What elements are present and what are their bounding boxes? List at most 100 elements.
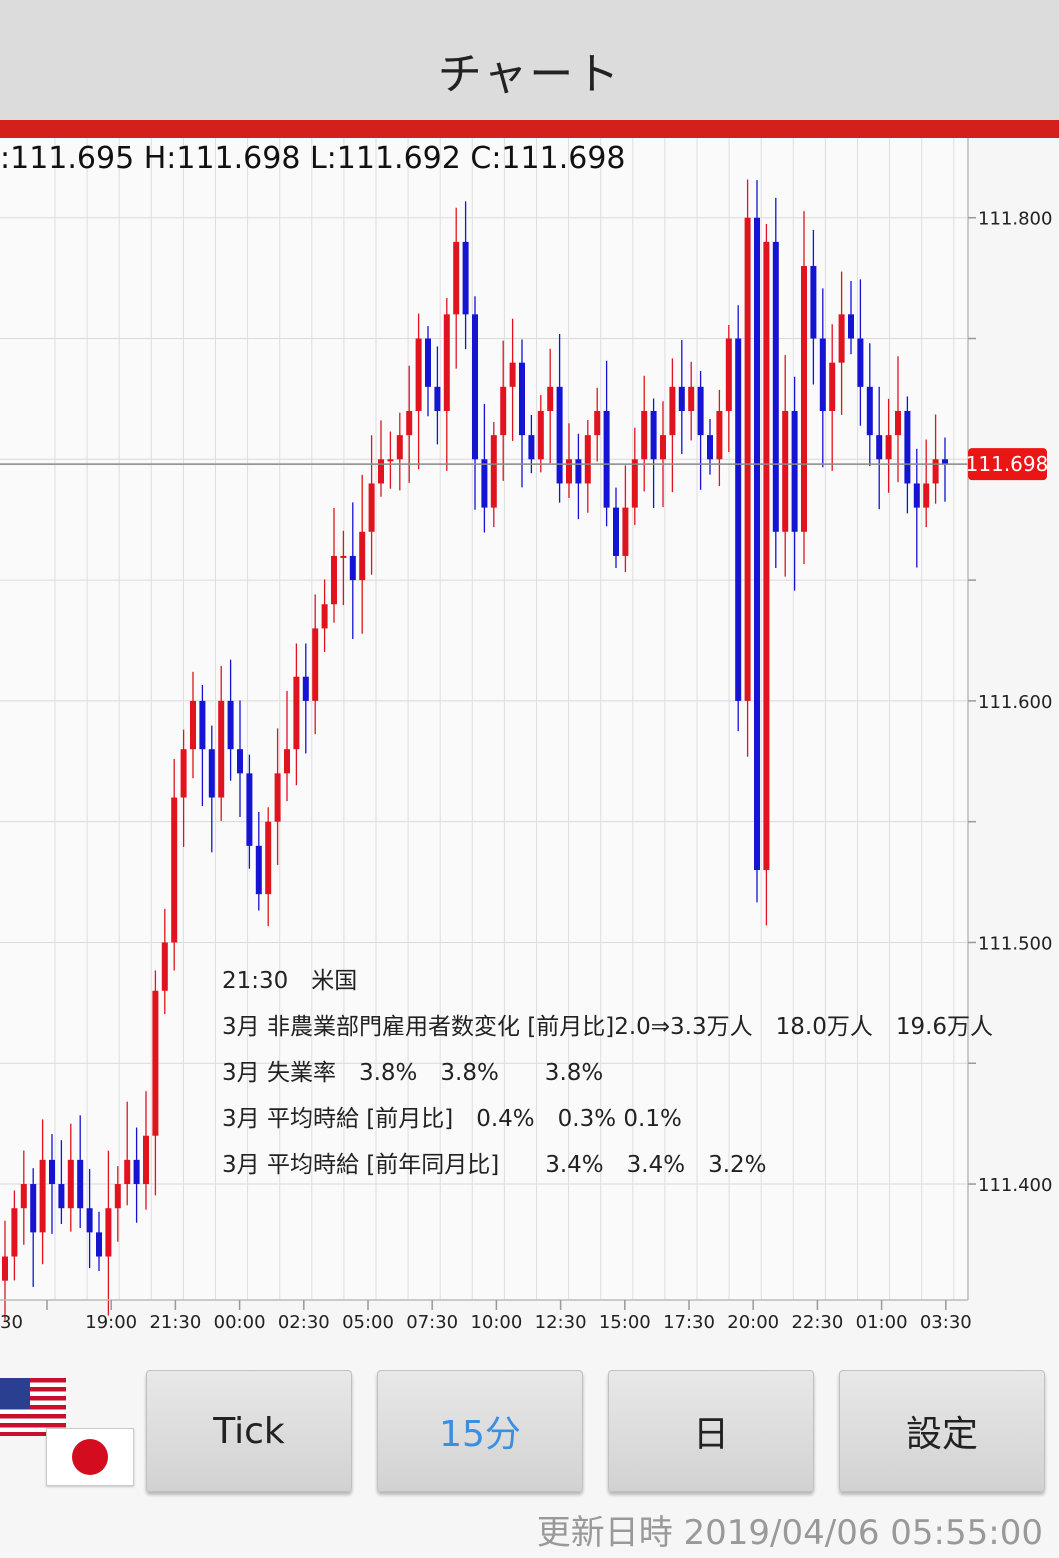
candle-body [641,410,648,460]
price-chart[interactable]: 111.800 111.600 111.500 111.400 30 19:00 21:3… [0,138,1059,1350]
candle-body [171,797,178,943]
ohlc-readout: :111.695 H:111.698 L:111.692 C:111.698 [0,141,626,176]
candle-body [519,362,525,436]
candle-body [866,386,873,436]
candle-body [20,1184,27,1209]
candle-body [500,386,507,436]
candle-body [11,1208,18,1257]
candle-body [114,1184,121,1209]
us-flag-icon [0,1378,66,1436]
candle-body [133,1159,140,1185]
candle-body [622,507,629,556]
candle-body [2,1256,8,1281]
candle-body [67,1159,74,1209]
candle-body [124,1159,131,1185]
candle-body [443,314,450,411]
candle-body [584,435,591,484]
candle-body [255,845,262,895]
candle-body [537,410,544,460]
page-title: チャート [437,49,622,100]
candle-body [359,531,366,581]
candle-body [688,386,695,411]
candle-body [462,241,469,315]
current-price-badge: 111.698 [966,448,1049,481]
candle-body [425,338,431,387]
candle-body [30,1184,37,1233]
candle-body [406,410,413,436]
candle-body [472,314,478,460]
candle-body [782,410,789,532]
candle-body [58,1184,65,1209]
candle-body [481,459,488,508]
x-tick-label: 21:30 [149,1312,201,1333]
candle-body [96,1232,102,1257]
candle-body [791,410,798,532]
x-tick-label: 19:00 [85,1312,137,1333]
candle-body [39,1159,46,1233]
candle-body [208,749,215,798]
candle-body [697,386,704,436]
candle-body [923,483,930,508]
candle-body [660,435,666,460]
candle-body [190,700,196,750]
candle-body [819,338,826,411]
candle-body [105,1208,112,1257]
candle-body [77,1159,84,1209]
candle-body [575,459,582,484]
candle-body [669,386,676,436]
x-tick-label: 03:30 [920,1312,972,1333]
y-tick-label: 111.400 [978,1175,1052,1196]
daily-button[interactable]: 日 [608,1370,814,1492]
y-tick-label: 111.800 [978,209,1052,230]
settings-button[interactable]: 設定 [839,1370,1045,1492]
event-line: 3月 失業率 3.8% 3.8% 3.8% [222,1060,603,1086]
current-price-label: 111.698 [966,452,1049,476]
candle-body [913,483,920,508]
x-tick-label: 30 [0,1312,23,1333]
y-axis-ticks: 111.800 111.600 111.500 111.400 [968,209,1052,1196]
candle-body [763,241,770,870]
interval-15min-button[interactable]: 15分 [377,1370,583,1492]
updated-timestamp: 更新日時 2019/04/06 05:55:00 [536,1513,1043,1553]
x-tick-label: 00:00 [214,1312,266,1333]
candle-body [547,386,554,411]
candle-body [678,386,685,411]
x-tick-label: 02:30 [278,1312,330,1333]
candle-body [848,314,854,339]
candle-body [237,749,243,774]
candle-body [707,435,713,460]
bottom-toolbar: Tick 15分 日 設定 [0,1350,1059,1510]
candle-body [227,700,234,750]
candle-body [772,241,779,532]
candle-body [161,942,168,991]
candle-body [321,604,328,629]
candle-body [274,773,281,822]
candle-body [312,628,319,701]
candle-body [895,410,901,436]
candle-body [735,338,742,701]
candle-body [368,483,375,532]
x-tick-label: 17:30 [663,1312,715,1333]
candle-body [754,217,760,870]
candle-body [885,435,892,460]
x-tick-label: 12:30 [535,1312,587,1333]
candle-body [340,555,347,558]
candle-body [152,990,159,1136]
x-tick-label: 22:30 [791,1312,843,1333]
candle-body [725,338,732,411]
candle-body [490,435,497,508]
candle-body [650,410,657,460]
candle-body [876,435,883,460]
x-tick-label: 01:00 [856,1312,908,1333]
candle-body [716,410,723,460]
candle-body [396,435,403,460]
candle-body [49,1159,55,1185]
candle-body [744,217,751,701]
tick-button[interactable]: Tick [146,1370,352,1492]
candlestick-series [2,179,948,1320]
chart-grid [0,138,968,1300]
candle-body [904,410,911,484]
candle-body [378,459,384,484]
candle-body [528,435,535,460]
x-tick-label: 10:00 [470,1312,522,1333]
